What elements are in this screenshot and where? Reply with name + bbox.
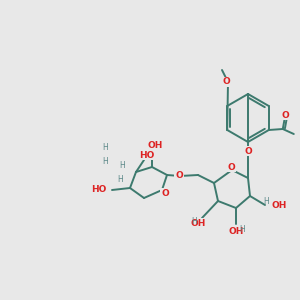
Text: O: O — [175, 170, 183, 179]
Text: O: O — [282, 110, 290, 119]
Text: HO: HO — [139, 151, 155, 160]
Text: O: O — [222, 77, 230, 86]
Text: HO: HO — [92, 185, 107, 194]
Text: OH: OH — [271, 200, 286, 209]
Text: H: H — [239, 224, 245, 233]
Text: H: H — [263, 196, 269, 206]
Text: H: H — [117, 176, 123, 184]
Text: O: O — [227, 163, 235, 172]
Text: OH: OH — [147, 142, 163, 151]
Text: H: H — [119, 160, 125, 169]
Text: O: O — [244, 146, 252, 155]
Text: OH: OH — [190, 218, 206, 227]
Text: H: H — [102, 143, 108, 152]
Text: H: H — [191, 218, 197, 226]
Text: OH: OH — [228, 226, 244, 236]
Text: O: O — [161, 188, 169, 197]
Text: H: H — [102, 158, 108, 166]
